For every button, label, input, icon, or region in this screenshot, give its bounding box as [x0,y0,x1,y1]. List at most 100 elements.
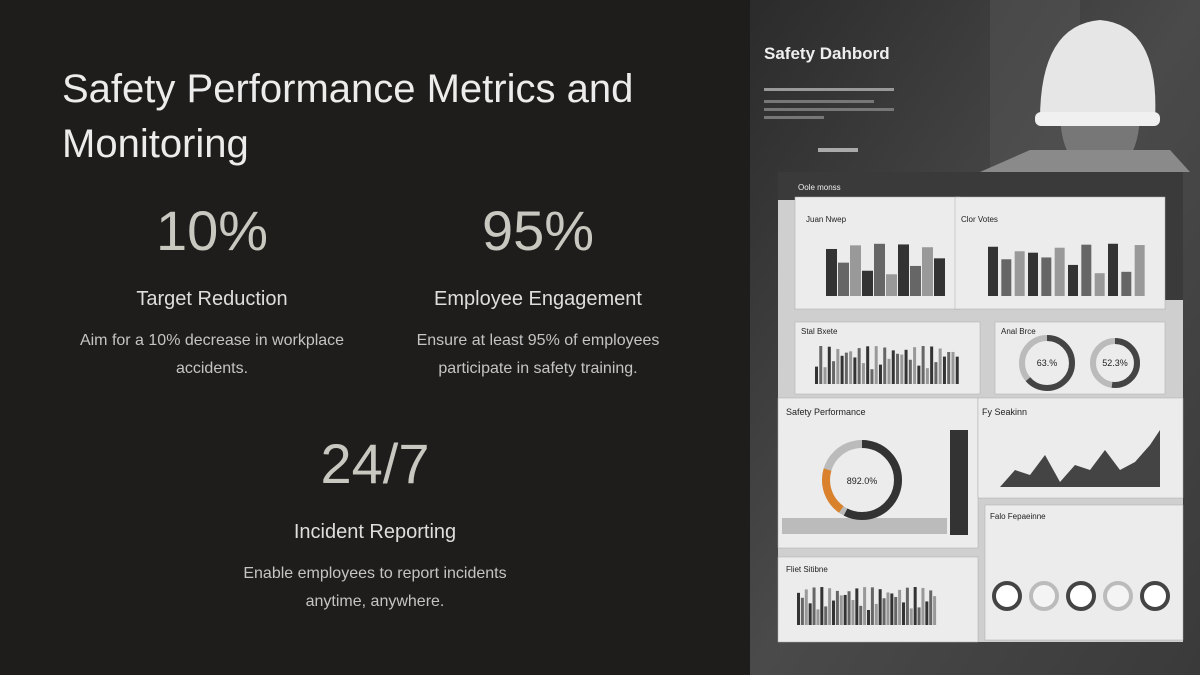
decorative-bar [887,358,891,384]
decorative-bar [882,598,886,625]
decorative-bar [824,606,828,625]
gauge-label: 63.% [1037,358,1058,368]
decorative-bar [894,596,898,625]
decorative-bar [1121,271,1132,296]
decorative-bar [1134,245,1145,296]
decorative-bar [1041,257,1052,296]
metric-label: Incident Reporting [293,521,457,543]
metric: 10% Target Reduction Aim for a 10% decre… [52,198,372,383]
decorative-bar [1001,259,1012,296]
decorative-bar [921,346,925,384]
text-panel: Safety Performance Metrics and Monitorin… [52,67,698,616]
decorative-bar [947,351,951,384]
metric: 95% Employee Engagement Ensure at least … [378,198,698,383]
decorative-bar [902,602,905,625]
decorative-bar [955,356,959,384]
area-chart [1000,430,1160,487]
metric-description: Ensure at least 95% of employees partici… [416,332,660,377]
decorative-bar [988,246,998,296]
decorative-bar [942,356,946,384]
decorative-bar [859,605,863,625]
decorative-bar [1054,247,1065,296]
worker [980,20,1190,175]
decorative-bar [904,349,908,384]
decorative-bar [921,587,925,625]
decorative-bar [908,359,912,384]
decorative-bar [890,593,894,625]
decorative-bar [898,589,902,625]
panel-title: Anal Brce [1001,327,1036,336]
panel-title: Clor Votes [961,215,998,224]
metric-value: 24/7 [320,432,430,495]
panel-title: Fliet Sitibne [786,565,828,574]
image-title: Safety Dahbord [764,44,890,63]
decorative-bar [938,348,942,384]
decorative-bar [819,346,823,384]
decorative-bar [913,347,917,384]
decorative-bar [847,591,851,625]
decorative-bar [843,594,847,625]
decorative-bar [838,262,849,296]
decorative-bar [913,587,917,625]
decorative-bar [840,355,844,384]
decorative-bar [900,354,904,384]
text-line [764,116,824,119]
progress-fill [782,518,947,534]
decorative-bar [1014,251,1025,296]
decorative-bar [827,346,831,384]
mini-gauge [1029,581,1059,611]
decorative-bar [857,348,861,384]
decorative-bar [1081,244,1092,296]
mini-gauge [1140,581,1170,611]
decorative-bar [844,352,848,384]
decorative-bar [930,346,934,384]
decorative-bar [832,361,836,384]
decorative-bar [878,589,882,625]
decorative-bar [886,592,890,625]
mini-gauge [1066,581,1096,611]
decorative-bar [1068,264,1078,296]
sub-panel [777,556,979,643]
panel-title: Stal Bxete [801,327,838,336]
decorative-bar [828,588,832,625]
decorative-bar [917,365,921,384]
progress-bar [818,148,858,152]
gauge [1019,335,1075,391]
gauge-label: 52.3% [1102,358,1128,368]
decorative-bar [804,589,808,625]
progress-strip [950,430,968,535]
decorative-bar [925,601,929,625]
decorative-bar [934,258,945,296]
decorative-bar [800,597,804,625]
text-line [764,88,894,91]
decorative-bar [878,364,882,384]
decorative-bar [863,587,867,625]
decorative-bar [874,603,878,625]
decorative-bar [891,350,895,384]
decorative-bar [816,609,820,625]
metric-value: 95% [481,199,595,262]
decorative-bar [826,248,837,296]
decorative-bar [861,363,865,384]
decorative-bar [797,592,800,625]
metric: 24/7 Incident Reporting Enable employees… [215,431,535,616]
decorative-bar [1028,252,1038,296]
decorative-bar [812,587,816,625]
text-line [764,108,894,111]
decorative-bar [1108,243,1118,296]
decorative-bar [922,247,933,296]
decorative-bar [933,596,937,625]
decorative-bar [883,347,887,384]
decorative-bar [1094,273,1105,296]
decorative-bar [886,274,897,296]
decorative-bar [823,367,827,384]
decorative-bar [808,603,812,625]
decorative-bar [870,369,874,384]
decorative-bar [874,346,878,384]
text-line [764,100,874,103]
mini-gauge [1103,581,1133,611]
decorative-bar [835,590,839,625]
decorative-bar [909,608,913,625]
decorative-bar [867,609,870,625]
metric-label: Employee Engagement [434,288,642,310]
